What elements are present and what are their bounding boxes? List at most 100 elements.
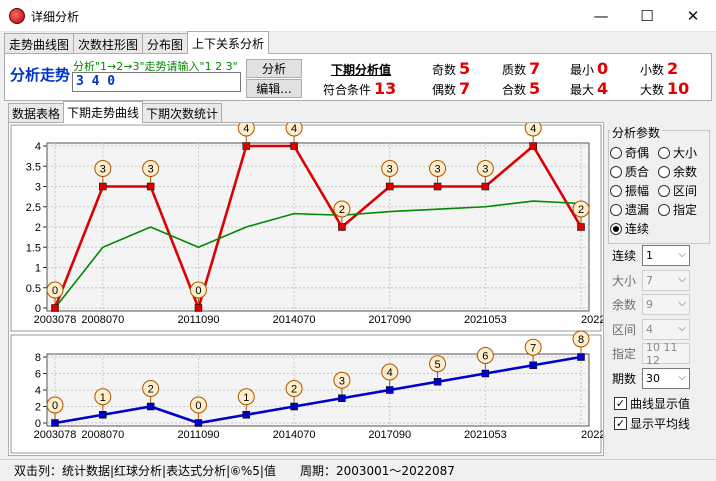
x-tick-label: 2008070 [81, 429, 124, 441]
param-value: 4 [646, 322, 653, 336]
stat-label: 小数 [640, 63, 665, 77]
data-label: 3 [148, 164, 154, 176]
radio-big-small[interactable]: 大小 [658, 144, 697, 161]
data-point [338, 394, 346, 402]
checkbox-box[interactable]: ✓ [614, 397, 627, 410]
y-tick-label: 0.5 [26, 283, 41, 295]
callout-bubble [142, 160, 160, 177]
y-tick-label: 0 [35, 303, 41, 315]
data-point [146, 182, 155, 191]
radio-circle[interactable] [610, 146, 622, 159]
maximize-button[interactable]: ☐ [640, 7, 654, 25]
x-tick-label: 2022043 [581, 429, 603, 441]
minimize-button[interactable]: — [593, 7, 609, 25]
data-point [577, 223, 585, 231]
y-tick-label: 1.5 [26, 242, 41, 254]
param-value: 10 11 12 [646, 340, 678, 367]
param-select-specified: 10 11 12 [642, 340, 690, 367]
radio-specified[interactable]: 指定 [658, 201, 697, 218]
data-label: 7 [530, 342, 536, 354]
x-tick-label: 2003078 [34, 429, 77, 441]
status-period-label: 周期： [299, 464, 336, 478]
radio-label: 振幅 [625, 184, 650, 198]
x-tick-label: 2021053 [464, 314, 507, 326]
chevron-down-icon[interactable]: ⌵ [678, 249, 686, 260]
checkbox-show-curve-values[interactable]: ✓ 曲线显示值 [614, 395, 690, 412]
plot-area [46, 142, 590, 312]
stat-label: 奇数 [432, 63, 457, 77]
checkbox-show-average-line[interactable]: ✓ 显示平均线 [614, 415, 690, 432]
close-button[interactable]: ✕ [686, 7, 700, 25]
radio-label: 余数 [673, 165, 698, 179]
tab-next-trend-curve[interactable]: 下期走势曲线 [63, 101, 144, 123]
callout-bubble [285, 380, 303, 397]
data-label: 4 [243, 123, 249, 135]
callout-bubble [142, 380, 160, 397]
data-label: 2 [148, 384, 154, 396]
radio-circle[interactable] [610, 165, 622, 178]
stat-label: 合数 [502, 83, 527, 97]
tab-data-table[interactable]: 数据表格 [8, 103, 65, 123]
param-select-big-small: 7 ⌵ [642, 269, 690, 291]
data-label: 1 [100, 392, 106, 404]
param-row-specified: 指定 10 11 12 [612, 340, 690, 367]
radio-interval[interactable]: 区间 [658, 182, 697, 199]
radio-circle[interactable] [658, 146, 670, 159]
data-label: 3 [434, 164, 440, 176]
chart-area: 0 0.5 1 1.5 2 2.5 3 3.5 4 2003078 2008070 2011090 20… [8, 119, 624, 456]
callout-bubble [189, 396, 207, 414]
chevron-down-icon[interactable]: ⌵ [678, 273, 686, 285]
radio-circle[interactable] [658, 203, 670, 216]
chevron-down-icon[interactable]: ⌵ [678, 322, 686, 334]
radio-remainder[interactable]: 余数 [658, 163, 697, 180]
tab-trend-curve[interactable]: 走势曲线图 [4, 33, 75, 54]
param-row-remainder: 余数 9 ⌵ [612, 294, 690, 315]
radio-amplitude[interactable]: 振幅 [610, 182, 649, 199]
y-tick-label: 2 [35, 222, 41, 234]
radio-prime-composite[interactable]: 质合 [610, 163, 649, 180]
radio-circle[interactable] [658, 165, 670, 178]
series-line [54, 355, 582, 425]
checkbox-box[interactable]: ✓ [614, 417, 627, 430]
data-point [99, 182, 107, 191]
edit-button[interactable]: 编辑... [246, 79, 302, 98]
radio-label: 大小 [673, 146, 698, 160]
param-select-consecutive[interactable]: 1 ⌵ [642, 245, 690, 266]
radio-circle[interactable] [658, 184, 670, 197]
trend-input[interactable]: 3 4 0 [72, 72, 241, 92]
param-row-interval: 区间 4 ⌵ [612, 318, 690, 340]
data-label: 4 [387, 367, 393, 379]
radio-odd-even[interactable]: 奇偶 [610, 144, 649, 161]
radio-circle[interactable] [610, 184, 622, 197]
stat-small: 小数 2 [640, 59, 678, 78]
radio-circle[interactable] [610, 203, 622, 216]
stat-value: 5 [529, 79, 541, 98]
radio-consecutive[interactable]: 连续 [610, 220, 649, 237]
next-analysis-label: 下期分析值 [331, 63, 392, 77]
stat-label: 最大 [570, 83, 595, 97]
stat-label: 质数 [502, 63, 527, 77]
tab-distribution[interactable]: 分布图 [142, 33, 189, 54]
tab-count-bar[interactable]: 次数柱形图 [73, 33, 144, 54]
param-row-periods: 期数 30 ⌵ [612, 367, 690, 389]
data-label: 6 [482, 351, 488, 363]
radio-omission[interactable]: 遗漏 [610, 201, 649, 218]
analyze-button[interactable]: 分析 [246, 59, 302, 78]
tab-relation-analysis[interactable]: 上下关系分析 [187, 31, 270, 54]
tab-next-count-stats[interactable]: 下期次数统计 [142, 103, 223, 123]
chevron-down-icon[interactable]: ⌵ [678, 298, 686, 309]
param-label: 余数 [612, 298, 637, 312]
callout-bubble [476, 347, 494, 364]
x-tick-label: 2011090 [177, 429, 219, 441]
plot-area [46, 353, 590, 427]
param-select-periods[interactable]: 30 ⌵ [642, 367, 690, 389]
data-point [194, 419, 203, 427]
radio-circle[interactable] [610, 222, 622, 235]
callout-bubble [237, 388, 255, 406]
data-point [290, 142, 298, 150]
data-label: 3 [339, 375, 345, 387]
x-tick-label: 2011090 [177, 314, 219, 326]
chevron-down-icon[interactable]: ⌵ [678, 371, 686, 383]
stat-min: 最小 0 [570, 59, 608, 78]
